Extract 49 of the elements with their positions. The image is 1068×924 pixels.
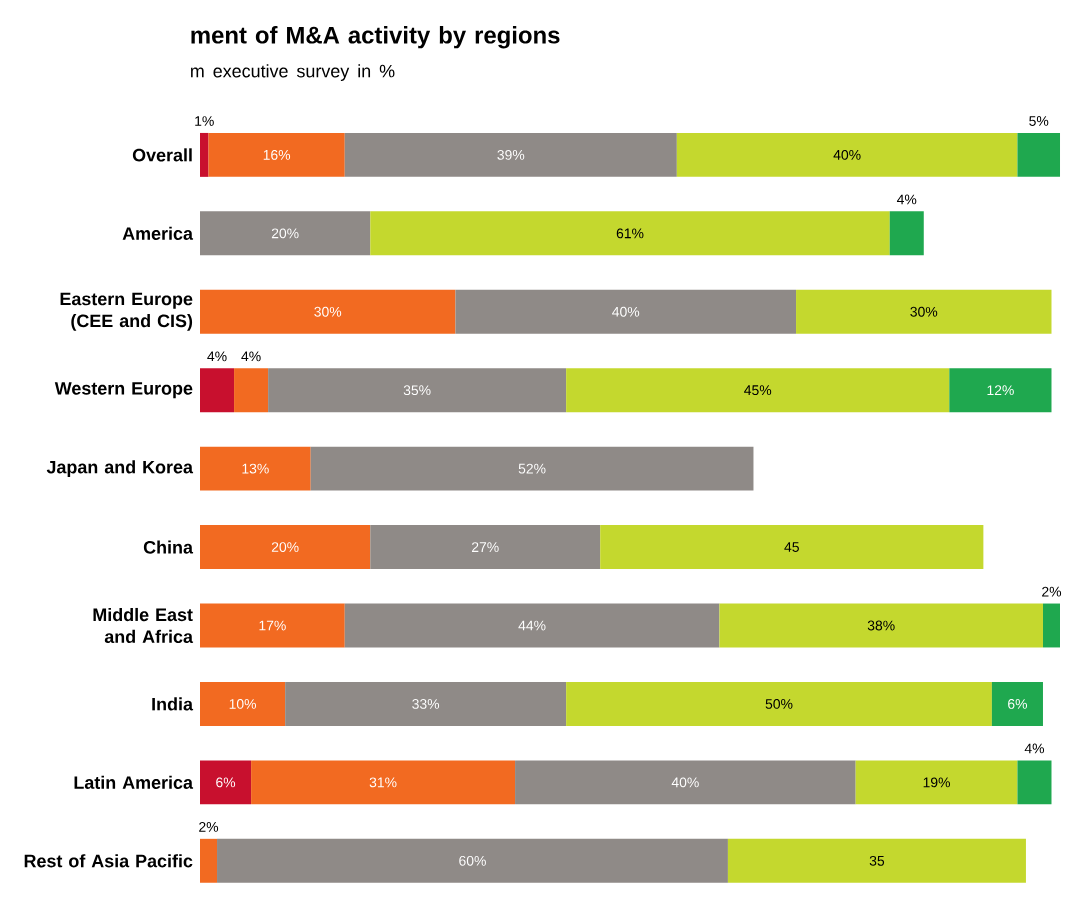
y-tick-label: Latin America <box>74 775 194 789</box>
bar <box>208 132 345 177</box>
bar <box>515 760 856 805</box>
y-tick-label: Eastern Europe (CEE and CIS) <box>60 292 193 331</box>
bar <box>200 525 371 570</box>
bar <box>251 760 516 805</box>
bar <box>455 289 797 334</box>
y-tick-label: Western Europe <box>54 382 193 399</box>
bar <box>889 211 924 256</box>
bar <box>1017 760 1052 805</box>
bar <box>200 446 311 491</box>
bar <box>727 838 1026 883</box>
bar <box>200 603 345 648</box>
y-tick-label: Rest of Asia Pacific <box>24 854 193 868</box>
chart-subtitle: m executive survey in % <box>191 64 395 81</box>
bar <box>200 211 371 256</box>
bar <box>200 368 235 413</box>
bar <box>796 289 1052 334</box>
bar <box>949 368 1052 413</box>
y-tick-label: China <box>143 540 194 554</box>
y-tick-label: Japan and Korea <box>46 460 194 477</box>
y-tick-label: Middle East and Africa <box>93 607 194 644</box>
bar <box>344 132 677 177</box>
bar <box>676 132 1018 177</box>
bar <box>1017 132 1061 177</box>
bar <box>285 681 567 726</box>
bar <box>200 760 252 805</box>
bar <box>268 368 567 413</box>
bar <box>217 838 728 883</box>
y-tick-label: India <box>152 697 194 711</box>
bar <box>1042 603 1061 648</box>
bar <box>991 681 1043 726</box>
y-tick-label: Overall <box>132 148 192 162</box>
bar <box>566 681 992 726</box>
bar <box>344 603 720 648</box>
bar <box>200 838 218 883</box>
bar <box>370 525 601 570</box>
bar <box>200 681 286 726</box>
bar <box>200 132 209 177</box>
bar <box>200 289 456 334</box>
y-tick-label: America <box>122 226 194 240</box>
bar <box>310 446 754 491</box>
bar <box>370 211 890 256</box>
chart-title: ment of M&A activity by regions <box>191 26 560 49</box>
bar <box>855 760 1018 805</box>
bar <box>600 525 984 570</box>
bar <box>234 368 269 413</box>
bar <box>566 368 950 413</box>
bar <box>719 603 1043 648</box>
